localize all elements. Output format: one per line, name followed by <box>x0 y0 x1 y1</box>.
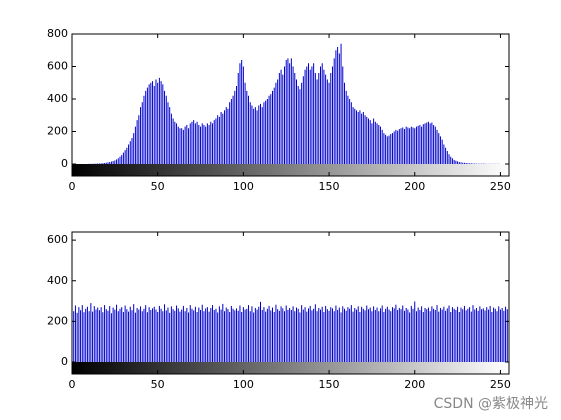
gray-scale-bar <box>72 362 509 374</box>
x-tick-label: 50 <box>151 180 165 193</box>
y-tick-label: 200 <box>47 314 68 327</box>
axes-box <box>71 33 510 177</box>
x-tick-label: 200 <box>404 378 425 391</box>
x-tick-label: 200 <box>404 180 425 193</box>
x-tick-label: 150 <box>319 378 340 391</box>
y-tick-label: 0 <box>61 355 68 368</box>
y-tick-label: 600 <box>47 233 68 246</box>
x-tick-label: 0 <box>69 180 76 193</box>
x-tick-label: 50 <box>151 378 165 391</box>
y-tick-label: 600 <box>47 60 68 73</box>
x-tick-label: 150 <box>319 180 340 193</box>
y-tick-label: 800 <box>47 27 68 40</box>
histogram-axes: 0 200 400 600 0 50 100 150 200 250 <box>47 231 511 391</box>
y-tick-label: 400 <box>47 92 68 105</box>
axes-box <box>71 231 510 375</box>
x-tick-label: 0 <box>69 378 76 391</box>
histogram-axes: 0 200 400 600 800 0 50 100 150 200 250 <box>47 27 511 193</box>
y-tick-label: 0 <box>61 157 68 170</box>
y-tick-label: 400 <box>47 274 68 287</box>
x-tick-label: 100 <box>233 180 254 193</box>
x-tick-label: 100 <box>233 378 254 391</box>
x-tick-label: 250 <box>490 378 511 391</box>
gray-scale-bar <box>72 164 509 176</box>
watermark: CSDN @紫极神光 <box>434 396 548 412</box>
x-tick-label: 250 <box>490 180 511 193</box>
y-tick-label: 200 <box>47 125 68 138</box>
